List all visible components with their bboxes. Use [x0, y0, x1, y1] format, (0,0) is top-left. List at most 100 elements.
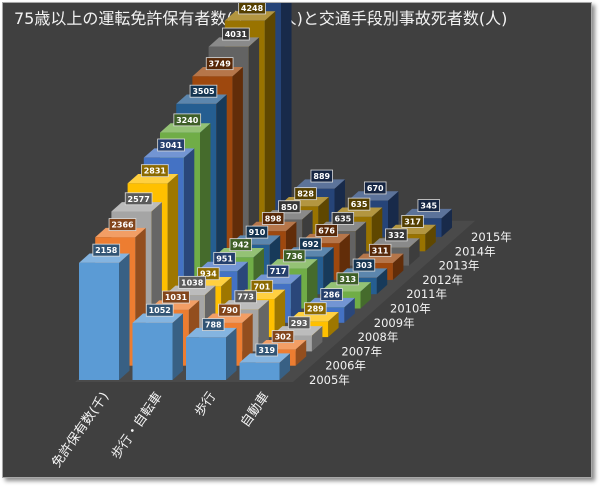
svg-text:319: 319: [258, 346, 275, 355]
year-label-2: 2006年: [325, 359, 366, 373]
bar-4-1: [239, 353, 291, 380]
chart-3d-column: 75歳以上の運転免許保有者数(単位千人)と交通手段別事故死者数(人) 44748…: [14, 3, 512, 471]
value-label-2-1: 1052: [145, 303, 174, 317]
svg-text:1031: 1031: [165, 293, 188, 302]
value-label-1-10: 4248: [238, 3, 266, 15]
svg-text:889: 889: [313, 172, 330, 181]
value-label-4-4: 289: [304, 302, 327, 316]
value-label-3-6: 736: [283, 249, 306, 263]
value-label-2-9: 850: [278, 200, 301, 214]
value-label-2-3: 1038: [178, 275, 206, 289]
value-label-4-8: 311: [368, 243, 392, 257]
svg-text:4248: 4248: [241, 4, 264, 13]
year-label-9: 2013年: [439, 259, 480, 273]
value-label-4-3: 293: [287, 316, 311, 330]
value-label-1-8: 3749: [205, 57, 234, 71]
svg-text:898: 898: [265, 214, 282, 223]
value-label-3-10: 635: [347, 197, 371, 211]
chart-frame: 75歳以上の運転免許保有者数(単位千人)と交通手段別事故死者数(人) 44748…: [2, 2, 592, 478]
svg-text:317: 317: [404, 217, 421, 226]
year-label-10: 2014年: [455, 244, 496, 258]
value-label-4-9: 332: [385, 228, 408, 242]
svg-text:286: 286: [323, 291, 340, 300]
value-label-3-5: 717: [266, 264, 290, 278]
svg-text:2366: 2366: [111, 221, 134, 230]
value-label-4-7: 303: [352, 258, 376, 272]
value-label-1-5: 3041: [157, 138, 185, 152]
svg-text:790: 790: [221, 306, 238, 315]
svg-text:2577: 2577: [128, 195, 150, 204]
svg-text:3041: 3041: [160, 141, 183, 150]
svg-text:311: 311: [372, 246, 389, 255]
value-label-3-2: 790: [218, 303, 241, 317]
category-label-4: 自動車: [238, 390, 273, 431]
category-label-2: 歩行・自転車: [109, 390, 166, 463]
svg-text:828: 828: [297, 190, 314, 199]
value-label-4-10: 317: [401, 215, 424, 228]
value-label-4-11: 345: [417, 199, 440, 212]
svg-text:635: 635: [335, 214, 352, 223]
value-label-2-10: 828: [294, 187, 317, 201]
svg-text:3749: 3749: [209, 60, 232, 69]
value-label-2-5: 951: [213, 252, 236, 265]
value-label-4-2: 302: [271, 330, 295, 344]
svg-text:670: 670: [367, 184, 384, 193]
value-label-2-11: 889: [310, 169, 333, 183]
value-label-1-7: 3505: [189, 84, 218, 98]
svg-text:692: 692: [302, 240, 319, 249]
year-label-11: 2015年: [471, 230, 512, 244]
svg-text:3240: 3240: [176, 116, 199, 125]
value-label-4-6: 313: [336, 272, 359, 286]
svg-text:289: 289: [307, 305, 324, 314]
svg-text:951: 951: [216, 254, 233, 263]
year-label-8: 2012年: [422, 273, 463, 287]
svg-text:3505: 3505: [192, 87, 215, 96]
bar-2-1: [132, 313, 184, 380]
value-label-4-5: 286: [320, 288, 343, 301]
value-label-1-3: 2577: [124, 192, 153, 206]
value-label-3-3: 773: [234, 290, 257, 304]
svg-text:1052: 1052: [149, 306, 171, 315]
svg-text:293: 293: [291, 319, 308, 328]
svg-text:934: 934: [200, 270, 217, 279]
year-label-5: 2009年: [374, 316, 415, 330]
svg-text:910: 910: [249, 228, 266, 237]
svg-text:332: 332: [388, 231, 405, 240]
svg-text:1038: 1038: [181, 278, 204, 287]
value-label-3-1: 788: [202, 318, 225, 331]
svg-text:302: 302: [275, 333, 292, 342]
value-label-3-8: 676: [315, 224, 338, 237]
svg-text:736: 736: [286, 252, 303, 261]
svg-text:701: 701: [254, 282, 271, 291]
value-label-1-6: 3240: [173, 113, 202, 127]
year-label-1: 2005年: [309, 373, 350, 387]
svg-text:717: 717: [270, 267, 287, 276]
value-label-3-9: 635: [331, 212, 355, 225]
value-label-3-11: 670: [364, 181, 387, 195]
value-label-3-4: 701: [250, 279, 274, 293]
year-label-3: 2007年: [341, 344, 382, 358]
value-label-4-1: 319: [255, 343, 278, 357]
svg-text:942: 942: [232, 241, 249, 250]
svg-text:788: 788: [205, 321, 222, 330]
bar-1-1: [79, 253, 130, 380]
value-label-2-2: 1031: [162, 290, 190, 304]
svg-text:313: 313: [339, 275, 356, 284]
year-label-4: 2008年: [358, 330, 399, 344]
year-label-6: 2010年: [390, 302, 431, 316]
value-label-2-8: 898: [261, 212, 285, 225]
svg-text:676: 676: [318, 227, 335, 236]
value-label-2-6: 942: [229, 238, 252, 252]
year-label-7: 2011年: [406, 287, 447, 301]
svg-text:773: 773: [237, 293, 254, 302]
svg-text:2831: 2831: [144, 167, 167, 176]
value-label-1-9: 4031: [222, 27, 250, 41]
value-label-1-1: 2158: [92, 243, 121, 257]
svg-text:345: 345: [420, 202, 437, 211]
svg-text:850: 850: [281, 203, 298, 212]
svg-text:303: 303: [356, 261, 373, 270]
category-label-1: 免許保有数(千): [49, 390, 112, 471]
value-label-3-7: 692: [299, 237, 322, 251]
value-label-1-4: 2831: [141, 164, 169, 178]
value-label-1-2: 2366: [108, 218, 137, 231]
